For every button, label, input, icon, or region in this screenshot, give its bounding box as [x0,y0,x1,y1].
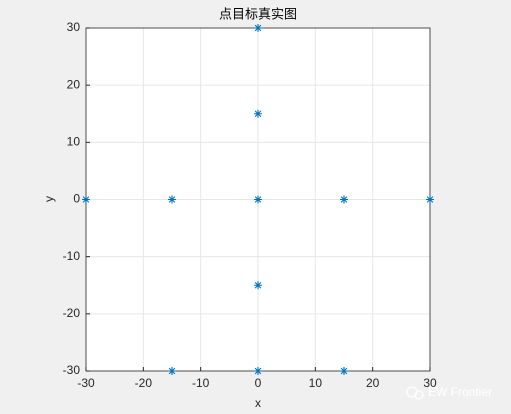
watermark-icon [406,386,424,400]
x-tick-label: 10 [309,376,323,390]
y-tick-label: -20 [63,306,81,320]
marker [254,24,262,32]
marker [426,195,434,204]
marker [340,367,348,375]
x-tick-label: 20 [366,376,380,390]
x-tick-label: 0 [255,376,262,390]
y-tick-label: -30 [63,363,81,377]
marker [340,195,348,204]
x-tick-label: -20 [135,376,153,390]
marker [254,109,262,118]
x-axis-label: x [255,396,261,410]
y-tick-label: -10 [63,249,81,263]
y-tick-label: 30 [67,20,81,34]
y-tick-label: 0 [73,192,80,206]
watermark: EW Frontier [428,385,492,399]
x-tick-label: -30 [77,376,95,390]
x-tick-label: 30 [423,376,437,390]
y-tick-label: 10 [67,135,81,149]
marker [254,195,262,204]
chart-title: 点目标真实图 [219,8,297,23]
y-axis-label: y [42,196,56,202]
y-tick-label: 20 [67,77,81,91]
x-tick-label: -10 [192,376,210,390]
marker [168,195,176,204]
marker [254,281,262,290]
marker [168,367,176,375]
marker [254,367,262,375]
marker [82,195,90,204]
